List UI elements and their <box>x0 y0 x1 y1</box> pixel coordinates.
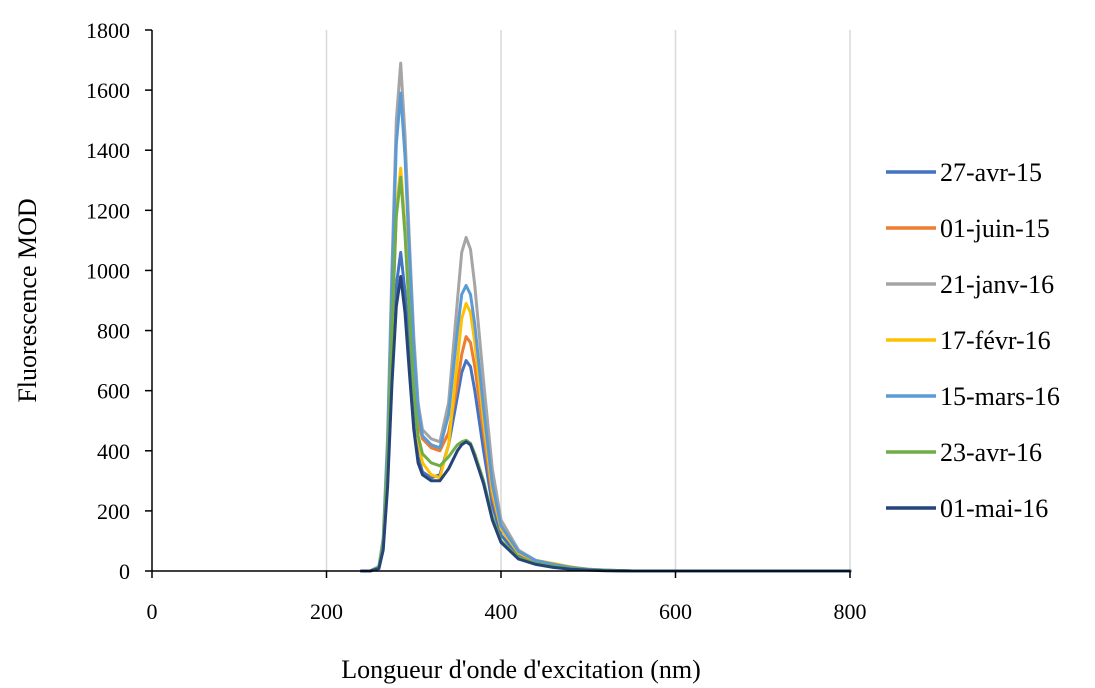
x-tick-label-1: 200 <box>310 599 343 624</box>
gridlines <box>325 30 851 571</box>
y-tick-label-5: 1000 <box>86 258 130 283</box>
series-line-0 <box>359 250 852 573</box>
legend-label-5: 23-avr-16 <box>940 438 1042 467</box>
y-tick-label-9: 1800 <box>86 18 130 43</box>
y-tick-label-6: 1200 <box>86 198 130 223</box>
y-tick-label-8: 1600 <box>86 78 130 103</box>
x-tick-labels: 0 200 400 600 800 <box>147 571 867 624</box>
series-line-4 <box>359 91 852 573</box>
legend: 27-avr-15 01-juin-15 21-janv-16 17-févr-16 1… <box>886 158 1060 523</box>
legend-label-6: 01-mai-16 <box>940 494 1048 523</box>
series-line-5 <box>359 175 852 573</box>
x-tick-label-2: 400 <box>485 599 518 624</box>
series-line-2 <box>359 61 852 573</box>
x-tick-label-4: 800 <box>834 599 867 624</box>
y-tick-label-4: 800 <box>97 319 130 344</box>
series-line-1 <box>359 175 852 573</box>
x-axis-title: Longueur d'onde d'excitation (nm) <box>341 655 701 684</box>
y-tick-labels: 0 200 400 600 800 1000 1200 1400 1600 1800 <box>86 18 152 584</box>
x-tick-label-0: 0 <box>147 599 158 624</box>
series-line-6 <box>359 275 852 573</box>
legend-label-3: 17-févr-16 <box>940 326 1051 355</box>
y-axis-title: Fluorescence MOD <box>13 198 42 402</box>
series-line-3 <box>359 166 852 573</box>
legend-label-2: 21-janv-16 <box>940 270 1054 299</box>
legend-label-0: 27-avr-15 <box>940 158 1042 187</box>
x-tick-label-3: 600 <box>659 599 692 624</box>
y-tick-label-3: 600 <box>97 379 130 404</box>
legend-label-4: 15-mars-16 <box>940 382 1060 411</box>
y-tick-label-1: 200 <box>97 499 130 524</box>
y-tick-label-7: 1400 <box>86 138 130 163</box>
y-tick-label-2: 400 <box>97 439 130 464</box>
y-tick-label-0: 0 <box>119 559 130 584</box>
series-layer <box>359 61 852 573</box>
legend-label-1: 01-juin-15 <box>940 214 1050 243</box>
